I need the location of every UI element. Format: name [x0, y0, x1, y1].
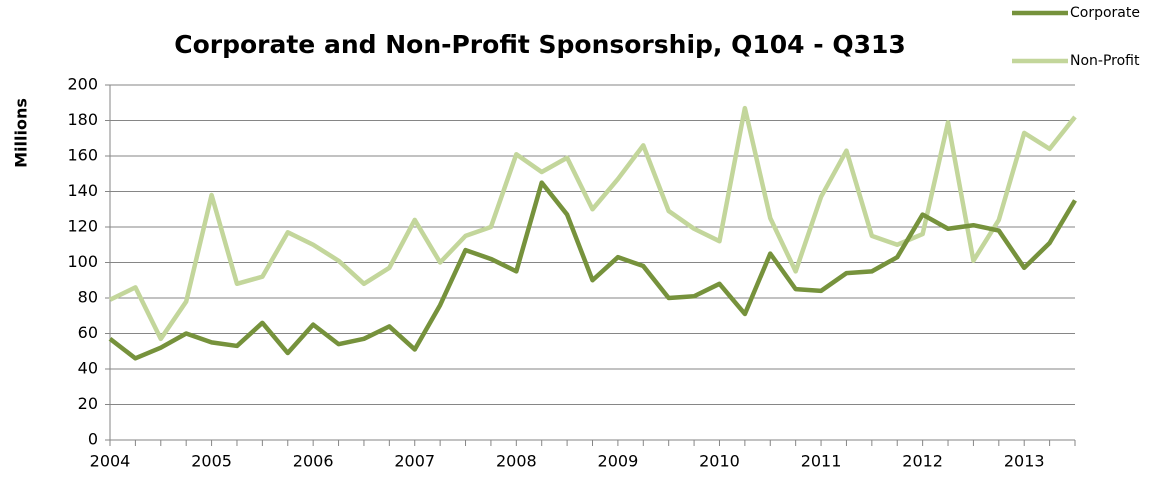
y-tick-label: 100: [67, 252, 98, 271]
y-tick-label: 40: [78, 359, 98, 378]
x-tick-label: 2005: [191, 452, 232, 471]
y-tick-label: 140: [67, 181, 98, 200]
x-tick-label: 2012: [902, 452, 943, 471]
line-series: [108, 180, 1077, 361]
legend-label: Corporate: [1070, 5, 1140, 21]
x-tick-label: 2006: [293, 452, 334, 471]
chart-title: Corporate and Non-Profit Sponsorship, Q1…: [174, 30, 906, 59]
y-tick-label: 120: [67, 217, 98, 236]
y-tick-label: 160: [67, 146, 98, 165]
y-axis-label: Millions: [12, 98, 31, 168]
y-tick-label: 60: [78, 323, 98, 342]
x-tick-label: 2007: [394, 452, 435, 471]
y-tick-label: 180: [67, 110, 98, 129]
y-tick-label: 20: [78, 394, 98, 413]
x-tick-label: 2009: [598, 452, 639, 471]
x-tick-label: 2010: [699, 452, 740, 471]
x-tick-label: 2008: [496, 452, 537, 471]
x-tick-label: 2013: [1004, 452, 1045, 471]
y-tick-label: 80: [78, 288, 98, 307]
x-tick-label: 2011: [801, 452, 842, 471]
x-tick-label: 2004: [90, 452, 131, 471]
y-tick-label: 200: [67, 75, 98, 94]
y-tick-label: 0: [88, 430, 98, 449]
line-series: [109, 105, 1077, 342]
legend-label: Non-Profit: [1070, 53, 1140, 69]
